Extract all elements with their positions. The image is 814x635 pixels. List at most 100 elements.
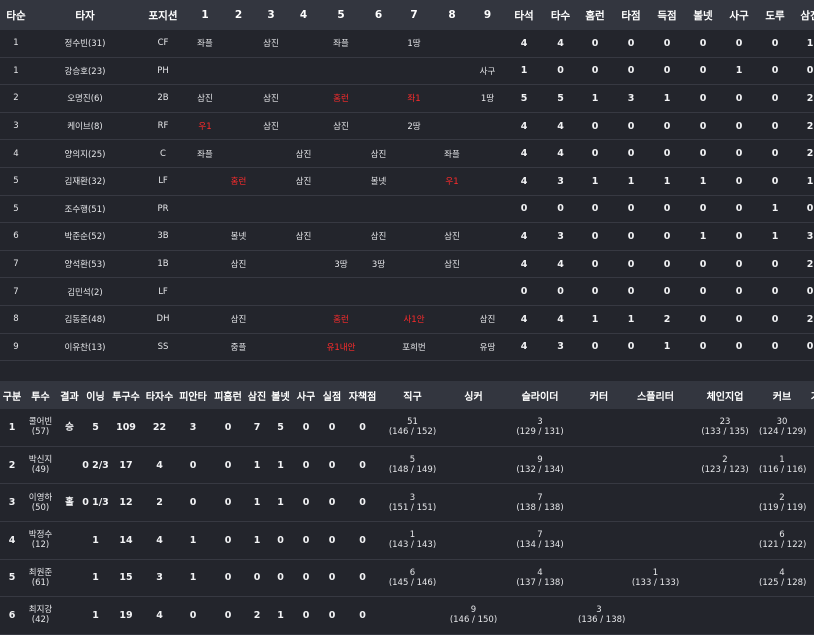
pitch-type-cell xyxy=(805,596,814,635)
pitching-header-cell: 자책점 xyxy=(345,381,380,410)
pitch-count: 3 xyxy=(537,417,543,428)
pitcher-name-cell: 최원준 (61) xyxy=(24,559,57,598)
position-cell: CF xyxy=(138,30,188,58)
pitcher-name: 박신지 xyxy=(28,455,53,466)
pitcher-stat-hbp: 0 xyxy=(293,521,319,560)
inning-result-cell: 삼진 xyxy=(287,167,320,196)
pitcher-stat-pitches: 12 xyxy=(109,483,143,522)
pitcher-stat-so: 2 xyxy=(246,596,268,635)
batter-stat-cell: 0 xyxy=(685,305,721,334)
inning-result-cell xyxy=(287,195,320,224)
pitching-header-cell: 슬라이더 xyxy=(502,381,578,410)
pitcher-number: (42) xyxy=(31,615,50,626)
inning-result-cell xyxy=(362,57,395,86)
pitcher-name: 이영하 xyxy=(28,492,53,503)
batting-order-cell: 7 xyxy=(0,250,32,279)
batter-row: 4 양의지(25) C 좌플 삼진 삼진 좌플 4 4 0 0 0 0 0 0 2 xyxy=(0,139,814,168)
pitch-count: 51 xyxy=(407,417,418,428)
pitcher-stat-hits: 0 xyxy=(176,483,210,522)
batter-stat-cell: 1 xyxy=(577,305,613,334)
pitcher-row: 1 콜어빈 (57) 승 5 109 22 3 0 7 5 0 0 0 51 (146 / 152) 3 (129… xyxy=(0,409,814,447)
inning-result-cell: 포희번 xyxy=(395,333,433,362)
inning-result-cell xyxy=(395,195,433,224)
batter-stat-cell: 1 xyxy=(649,167,685,196)
pitcher-name: 박정수 xyxy=(28,530,53,541)
pitching-header-cell: 투구수 xyxy=(109,381,143,410)
pitch-speed-range: (124 / 129) xyxy=(759,427,807,438)
pitching-header-cell: 직구 xyxy=(380,381,445,410)
pitch-count: 4 xyxy=(537,567,543,578)
inning-result-cell xyxy=(255,222,287,251)
pitch-speed-range: (121 / 122) xyxy=(759,540,807,551)
batter-stat-cell: 0 xyxy=(721,277,757,306)
inning-result-cell: 삼진 xyxy=(255,84,287,113)
pitcher-stat-bb: 0 xyxy=(268,559,293,598)
batting-header-cell: 포지션 xyxy=(138,0,188,30)
inning-result-cell xyxy=(362,195,395,224)
batter-stat-cell: 0 xyxy=(685,30,721,58)
batting-header-cell: 3 xyxy=(255,0,287,30)
batting-header-cell: 7 xyxy=(395,0,433,30)
batting-header-cell: 2 xyxy=(222,0,255,30)
pitch-type-cell xyxy=(578,521,620,560)
position-cell: 2B xyxy=(138,84,188,113)
pitch-speed-range: (119 / 119) xyxy=(759,502,807,513)
pitch-count: 9 xyxy=(470,605,477,616)
batter-stat-cell: 0 xyxy=(757,57,793,86)
pitching-table: 구분 투수 결과 이닝 투구수 타자수 피안타 피홈런 삼진 볼넷 사구 실점 자책점 직구 싱커 슬라이더 커… xyxy=(0,381,814,635)
pitcher-stat-ip: 0 1/3 xyxy=(82,483,109,522)
batting-header-cell: 4 xyxy=(287,0,320,30)
pitcher-stat-ip: 5 xyxy=(82,409,109,447)
inning-result-cell xyxy=(471,30,504,58)
batter-stat-cell: 0 xyxy=(721,195,757,224)
pitch-type-cell: 2 (119 / 119) xyxy=(759,483,807,522)
pitcher-row: 6 최지강 (42) 1 19 4 0 0 2 1 0 0 0 9 (146 / 150) 3 (136 / 1… xyxy=(0,596,814,635)
inning-result-cell xyxy=(362,84,395,113)
pitcher-stat-batters: 4 xyxy=(143,521,176,560)
batting-order-cell: 1 xyxy=(0,57,32,86)
inning-result-cell xyxy=(320,57,362,86)
inning-result-cell xyxy=(287,112,320,141)
batter-stat-cell: 0 xyxy=(613,277,649,306)
pitch-speed-range: (123 / 123) xyxy=(701,465,749,476)
batting-header-cell: 5 xyxy=(320,0,362,30)
pitch-type-cell: 4 (137 / 138) xyxy=(502,559,578,598)
batter-stat-cell: 0 xyxy=(613,195,649,224)
inning-result-cell xyxy=(433,305,471,334)
batter-stat-cell: 0 xyxy=(613,139,649,168)
pitch-count: 5 xyxy=(409,455,416,466)
batter-stat-cell: 0 xyxy=(577,57,613,86)
batter-name-cell: 김재환(32) xyxy=(32,167,138,196)
inning-result-cell xyxy=(255,250,287,279)
batter-stat-cell: 3 xyxy=(544,222,577,251)
batting-order-cell: 7 xyxy=(0,277,32,306)
pitcher-index-cell: 6 xyxy=(0,596,24,635)
pitching-header-cell: 볼넷 xyxy=(268,381,293,410)
batter-row: 6 박준순(52) 3B 볼넷 삼진 삼진 삼진 4 3 0 0 0 1 0 1 3 xyxy=(0,222,814,251)
pitch-type-cell xyxy=(805,521,814,560)
pitcher-stat-bb: 5 xyxy=(268,409,293,447)
inning-result-cell xyxy=(395,222,433,251)
batter-stat-cell: 0 xyxy=(649,57,685,86)
pitcher-stat-pitches: 19 xyxy=(109,596,143,635)
batter-stat-cell: 1 xyxy=(721,57,757,86)
batting-header-cell: 8 xyxy=(433,0,471,30)
pitcher-row: 4 박정수 (12) 1 14 4 1 0 1 0 0 0 0 1 (143 / 143) 7 (134 / 1… xyxy=(0,521,814,560)
pitcher-name: 콜어빈 xyxy=(28,417,53,428)
inning-result-cell xyxy=(471,195,504,224)
batter-stat-cell: 0 xyxy=(685,250,721,279)
pitcher-stat-result xyxy=(57,446,82,485)
inning-result-cell: 2땅 xyxy=(395,112,433,141)
inning-result-cell xyxy=(188,195,222,224)
pitcher-stat-hbp: 0 xyxy=(293,559,319,598)
batter-stat-cell: 0 xyxy=(793,195,814,224)
inning-result-cell xyxy=(362,30,395,58)
pitch-type-cell: 3 (129 / 131) xyxy=(502,409,578,447)
inning-result-cell xyxy=(255,333,287,362)
batter-stat-cell: 0 xyxy=(577,333,613,362)
batter-stat-cell: 0 xyxy=(685,277,721,306)
pitch-count: 3 xyxy=(596,605,602,616)
batter-row: 5 조수행(51) PR 0 0 0 0 0 0 0 1 0 xyxy=(0,195,814,224)
pitcher-stat-hbp: 0 xyxy=(293,446,319,485)
inning-result-cell xyxy=(433,30,471,58)
